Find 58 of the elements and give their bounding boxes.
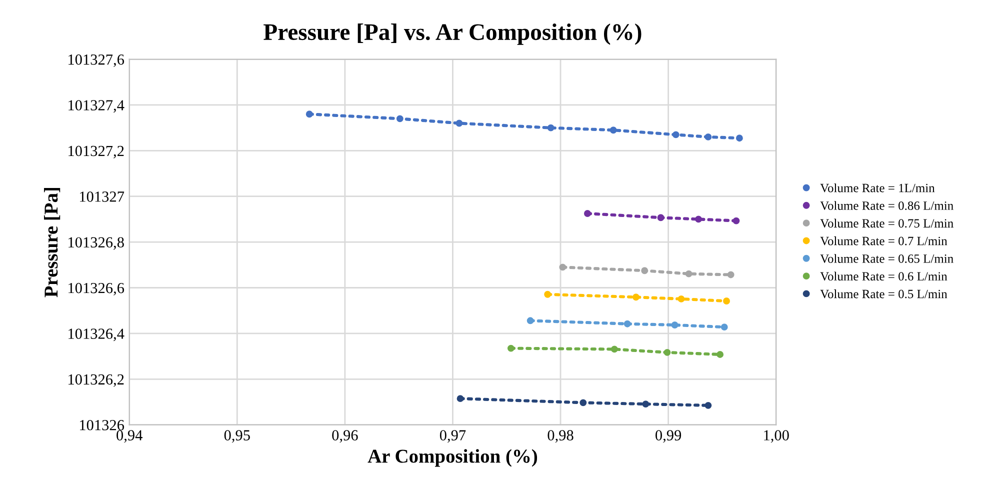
point	[704, 133, 712, 140]
legend-label: Volume Rate = 0.5 L/min	[820, 289, 948, 298]
point	[720, 324, 728, 331]
y-tick-label: 101326,4	[68, 328, 124, 342]
point	[306, 110, 313, 118]
point	[727, 271, 734, 278]
point	[632, 294, 640, 301]
point	[507, 344, 514, 352]
point	[723, 298, 730, 304]
legend-label: Volume Rate = 0.86 L/min	[820, 201, 954, 210]
x-tick-label: 0,97	[440, 430, 466, 443]
point	[544, 290, 552, 298]
y-tick-label: 101327,6	[68, 54, 124, 67]
point	[685, 270, 692, 278]
y-tick-label: 101326	[80, 420, 124, 430]
point	[672, 131, 680, 138]
point	[610, 126, 617, 134]
legend-label: Volume Rate = 1L/min	[820, 183, 935, 192]
y-tick-label: 101326,8	[68, 237, 124, 250]
legend-label: Volume Rate = 0.65 L/min	[820, 254, 954, 263]
point	[664, 348, 671, 356]
x-tick-label: 0,95	[224, 430, 250, 443]
point	[657, 214, 664, 222]
y-tick-label: 101327,2	[68, 146, 124, 158]
y-tick-label: 101327	[80, 192, 124, 202]
point	[641, 267, 648, 274]
point	[526, 317, 534, 324]
point	[695, 216, 702, 223]
point	[716, 350, 724, 358]
x-tick-label: 0,98	[548, 430, 574, 443]
x-axis-title: Ar Composition (%)	[368, 449, 538, 467]
legend-label: Volume Rate = 0.7 L/min	[820, 236, 948, 246]
chart-title: Pressure [Pa] vs. Ar Composition (%)	[264, 23, 642, 45]
x-tick-label: 0,96	[332, 430, 358, 443]
legend-label: Volume Rate = 0.75 L/min	[820, 218, 954, 228]
point	[396, 115, 404, 122]
y-tick-label: 101327,4	[68, 100, 124, 113]
point	[732, 217, 740, 224]
point	[678, 295, 685, 302]
y-tick-label: 101326,2	[68, 374, 124, 387]
y-axis-title: Pressure [Pa]	[44, 188, 60, 298]
point	[559, 264, 566, 271]
point	[736, 134, 743, 142]
x-tick-label: 1,00	[764, 430, 789, 443]
point	[671, 322, 678, 328]
point	[456, 120, 463, 127]
legend-label: Volume Rate = 0.6 L/min	[820, 272, 948, 281]
point	[456, 395, 464, 402]
point	[624, 320, 631, 328]
point	[610, 346, 618, 353]
y-tick-label: 101326,6	[68, 282, 124, 296]
x-tick-label: 0,94	[116, 430, 142, 443]
point	[642, 400, 650, 408]
point	[547, 124, 554, 132]
point	[580, 399, 587, 406]
x-tick-label: 0,99	[656, 430, 682, 443]
point	[704, 402, 712, 409]
point	[584, 210, 591, 217]
